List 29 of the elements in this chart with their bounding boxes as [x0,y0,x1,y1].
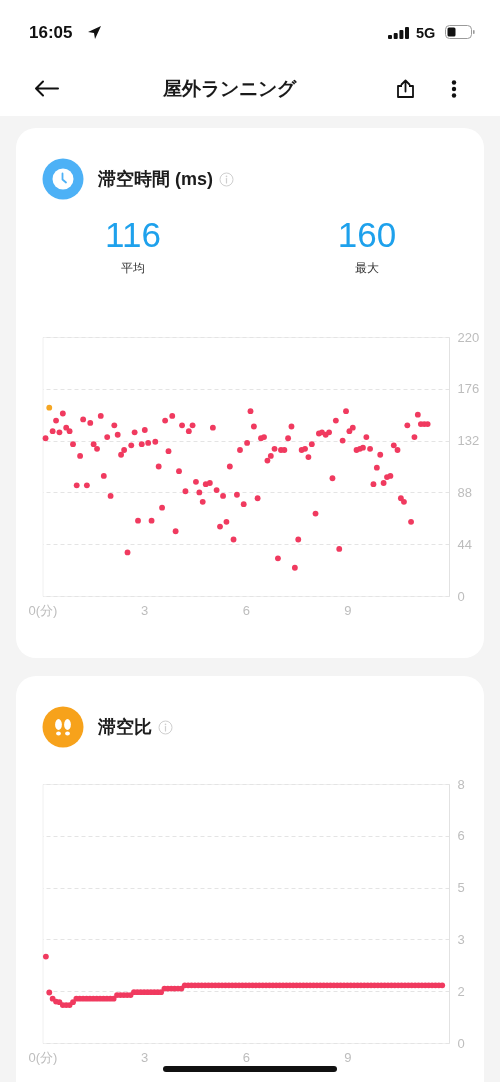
y-tick-label: 176 [457,381,480,397]
x-tick-label: 0(分) [28,1049,58,1065]
x-tick-label: 3 [141,602,149,618]
chart-title: 滞空比 [98,717,152,737]
text: 屋外ランニング [162,78,296,99]
text: 平均 [121,261,145,275]
chart-title: 滞空時間 (ms) [98,169,214,189]
x-tick-label: 3 [141,1049,149,1065]
text: 160 [337,215,397,254]
y-tick-label: 132 [457,433,480,449]
y-tick-label: 0 [457,1035,465,1051]
y-tick-label: 220 [457,329,480,345]
x-tick-label: 9 [344,1049,352,1065]
y-tick-label: 44 [457,536,472,552]
text: 116 [105,215,161,254]
x-tick-label: 6 [242,602,250,618]
y-tick-label: 3 [457,931,465,947]
text: 5G [416,25,436,41]
y-tick-label: 0 [457,588,465,604]
x-tick-label: 9 [344,602,352,618]
text: 最大 [355,261,379,275]
x-tick-label: 6 [242,1049,250,1065]
y-tick-label: 6 [457,828,465,844]
y-tick-label: 2 [457,983,465,999]
y-tick-label: 88 [457,484,472,500]
x-tick-label: 0(分) [28,602,58,618]
text: 16:05 [29,23,73,42]
y-tick-label: 8 [457,776,465,792]
y-tick-label: 5 [457,880,465,896]
